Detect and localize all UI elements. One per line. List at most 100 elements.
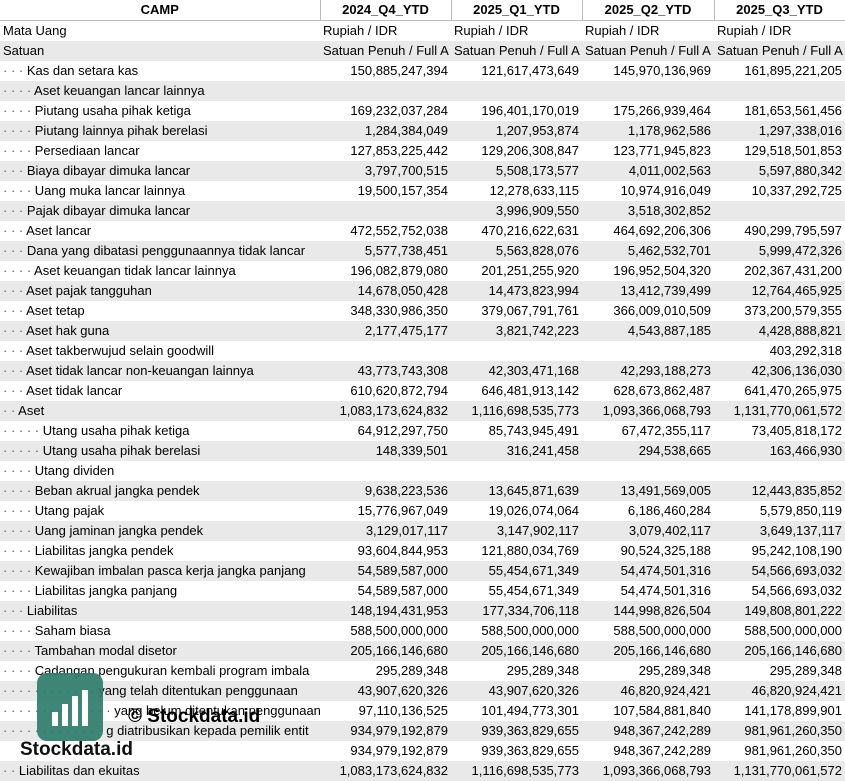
table-cell[interactable]: 95,242,108,190 — [751, 543, 842, 558]
table-cell[interactable]: 54,566,693,032 — [714, 561, 845, 581]
table-cell[interactable] — [451, 341, 582, 361]
table-cell[interactable]: 181,653,561,456 — [744, 103, 842, 118]
table-cell[interactable]: 295,289,348 — [638, 663, 711, 678]
table-cell[interactable]: 4,011,002,563 — [582, 161, 714, 181]
table-cell[interactable]: 3,079,402,117 — [582, 521, 714, 541]
table-cell[interactable]: 1,284,384,049 — [320, 121, 451, 141]
table-cell[interactable]: 54,589,587,000 — [357, 583, 448, 598]
table-cell[interactable]: 316,241,458 — [451, 441, 582, 461]
row-label[interactable]: · · · Kas dan setara kas — [0, 61, 320, 81]
table-cell[interactable]: 3,797,700,515 — [320, 161, 451, 181]
table-cell[interactable]: 3,996,909,550 — [451, 201, 582, 221]
table-cell[interactable]: 101,494,773,301 — [481, 703, 579, 718]
table-cell[interactable]: Satuan Penuh / Full A — [451, 41, 582, 61]
table-cell[interactable]: 1,297,338,016 — [714, 121, 845, 141]
table-cell[interactable]: 129,206,308,847 — [481, 143, 579, 158]
row-label[interactable]: · · · · Tambahan modal disetor — [0, 641, 320, 661]
table-cell[interactable] — [714, 461, 845, 481]
table-cell[interactable]: 373,200,579,355 — [744, 303, 842, 318]
table-cell[interactable]: 403,292,318 — [769, 343, 842, 358]
table-cell[interactable]: 948,367,242,289 — [582, 721, 714, 741]
table-cell[interactable]: 202,367,431,200 — [744, 263, 842, 278]
table-cell[interactable]: 1,178,962,586 — [582, 121, 714, 141]
table-cell[interactable]: 150,885,247,394 — [350, 63, 448, 78]
table-cell[interactable]: 13,412,739,499 — [582, 281, 714, 301]
table-cell[interactable]: 1,093,366,068,793 — [582, 761, 714, 781]
row-label[interactable]: · · · · · Utang usaha pihak ketiga — [0, 421, 320, 441]
table-cell[interactable]: 54,566,693,032 — [751, 583, 842, 598]
table-cell[interactable]: 43,907,620,326 — [320, 681, 451, 701]
table-cell[interactable]: 64,912,297,750 — [357, 423, 448, 438]
row-label[interactable]: · · · · Aset keuangan lancar lainnya — [0, 81, 320, 101]
table-cell[interactable] — [714, 81, 845, 101]
table-cell[interactable]: 145,970,136,969 — [613, 63, 711, 78]
table-cell[interactable] — [320, 201, 451, 221]
table-cell[interactable]: 3,821,742,223 — [451, 321, 582, 341]
row-label[interactable]: · · · Aset tidak lancar non-keuangan lai… — [0, 361, 320, 381]
table-cell[interactable] — [320, 341, 451, 361]
table-cell[interactable]: 43,907,620,326 — [451, 681, 582, 701]
table-cell[interactable]: 981,961,260,350 — [744, 743, 842, 758]
table-cell[interactable]: 295,289,348 — [506, 663, 579, 678]
table-cell[interactable]: 366,009,010,509 — [613, 303, 711, 318]
row-label[interactable]: · · · · Liabilitas jangka panjang — [0, 581, 320, 601]
table-cell[interactable] — [451, 81, 582, 101]
table-cell[interactable]: 175,266,939,464 — [613, 103, 711, 118]
row-label[interactable]: · · · Biaya dibayar dimuka lancar — [0, 161, 320, 181]
table-cell[interactable]: 55,454,671,349 — [488, 583, 579, 598]
row-label[interactable]: · · Aset — [0, 401, 320, 421]
table-cell[interactable]: 54,589,587,000 — [320, 561, 451, 581]
table-cell[interactable]: 205,166,146,680 — [582, 641, 714, 661]
table-cell[interactable]: 141,178,899,901 — [744, 703, 842, 718]
table-cell[interactable]: 205,166,146,680 — [320, 641, 451, 661]
table-cell[interactable]: 646,481,913,142 — [481, 383, 579, 398]
table-cell[interactable]: 588,500,000,000 — [613, 623, 711, 638]
table-cell[interactable]: 3,518,302,852 — [582, 201, 714, 221]
table-cell[interactable]: 13,645,871,639 — [451, 481, 582, 501]
table-cell[interactable]: 294,538,665 — [582, 441, 714, 461]
period-header[interactable]: 2025_Q3_YTD — [714, 0, 845, 21]
table-cell[interactable]: 939,363,829,655 — [481, 743, 579, 758]
table-cell[interactable]: 1,207,953,874 — [451, 121, 582, 141]
row-label[interactable]: · · · · Aset keuangan tidak lancar lainn… — [0, 261, 320, 281]
row-label[interactable]: · · · · Piutang lainnya pihak berelasi — [0, 121, 320, 141]
table-cell[interactable]: 5,577,738,451 — [320, 241, 451, 261]
table-cell[interactable]: Rupiah / IDR — [717, 23, 792, 38]
table-cell[interactable]: Rupiah / IDR — [585, 23, 660, 38]
table-cell[interactable]: 43,773,743,308 — [320, 361, 451, 381]
row-label[interactable]: · · · · Beban akrual jangka pendek — [0, 481, 320, 501]
table-cell[interactable]: 5,597,880,342 — [714, 161, 845, 181]
row-label[interactable]: · · Liabilitas dan ekuitas — [0, 761, 320, 781]
row-label[interactable]: · · · Aset lancar — [0, 221, 320, 241]
table-cell[interactable]: 4,543,887,185 — [582, 321, 714, 341]
table-cell[interactable]: 85,743,945,491 — [488, 423, 579, 438]
row-label[interactable]: · · · · Cadangan pengukuran kembali prog… — [0, 661, 320, 681]
row-label[interactable]: · · · Aset tetap — [0, 301, 320, 321]
table-cell[interactable] — [320, 81, 451, 101]
table-cell[interactable]: 1,116,698,535,773 — [451, 401, 582, 421]
table-cell[interactable]: 12,764,465,925 — [714, 281, 845, 301]
row-label[interactable]: Satuan — [0, 41, 320, 61]
table-cell[interactable]: 161,895,221,205 — [744, 63, 842, 78]
table-cell[interactable]: 5,579,850,119 — [759, 503, 842, 518]
table-cell[interactable]: 981,961,260,350 — [714, 721, 845, 741]
table-cell[interactable]: Satuan Penuh / Full A — [582, 41, 714, 61]
table-cell[interactable]: 934,979,192,879 — [320, 721, 451, 741]
table-cell[interactable]: 348,330,986,350 — [350, 303, 448, 318]
table-cell[interactable]: 3,649,137,117 — [714, 521, 845, 541]
table-cell[interactable]: 123,771,945,823 — [613, 143, 711, 158]
table-cell[interactable]: 1,116,698,535,773 — [451, 761, 582, 781]
row-label[interactable]: · · · · Utang dividen — [0, 461, 320, 481]
table-cell[interactable]: 472,552,752,038 — [350, 223, 448, 238]
table-cell[interactable]: 14,678,050,428 — [320, 281, 451, 301]
row-label[interactable]: · · · Dana yang dibatasi penggunaannya t… — [0, 241, 320, 261]
table-cell[interactable]: 144,998,826,504 — [582, 601, 714, 621]
table-cell[interactable]: 13,491,569,005 — [582, 481, 714, 501]
table-cell[interactable]: 490,299,795,597 — [744, 223, 842, 238]
table-cell[interactable]: 588,500,000,000 — [744, 623, 842, 638]
table-cell[interactable]: 10,974,916,049 — [620, 183, 711, 198]
table-cell[interactable]: 97,110,136,525 — [358, 703, 448, 718]
table-cell[interactable]: 67,472,355,117 — [621, 423, 711, 438]
table-cell[interactable]: 129,518,501,853 — [744, 143, 842, 158]
table-cell[interactable]: 5,462,532,701 — [582, 241, 714, 261]
